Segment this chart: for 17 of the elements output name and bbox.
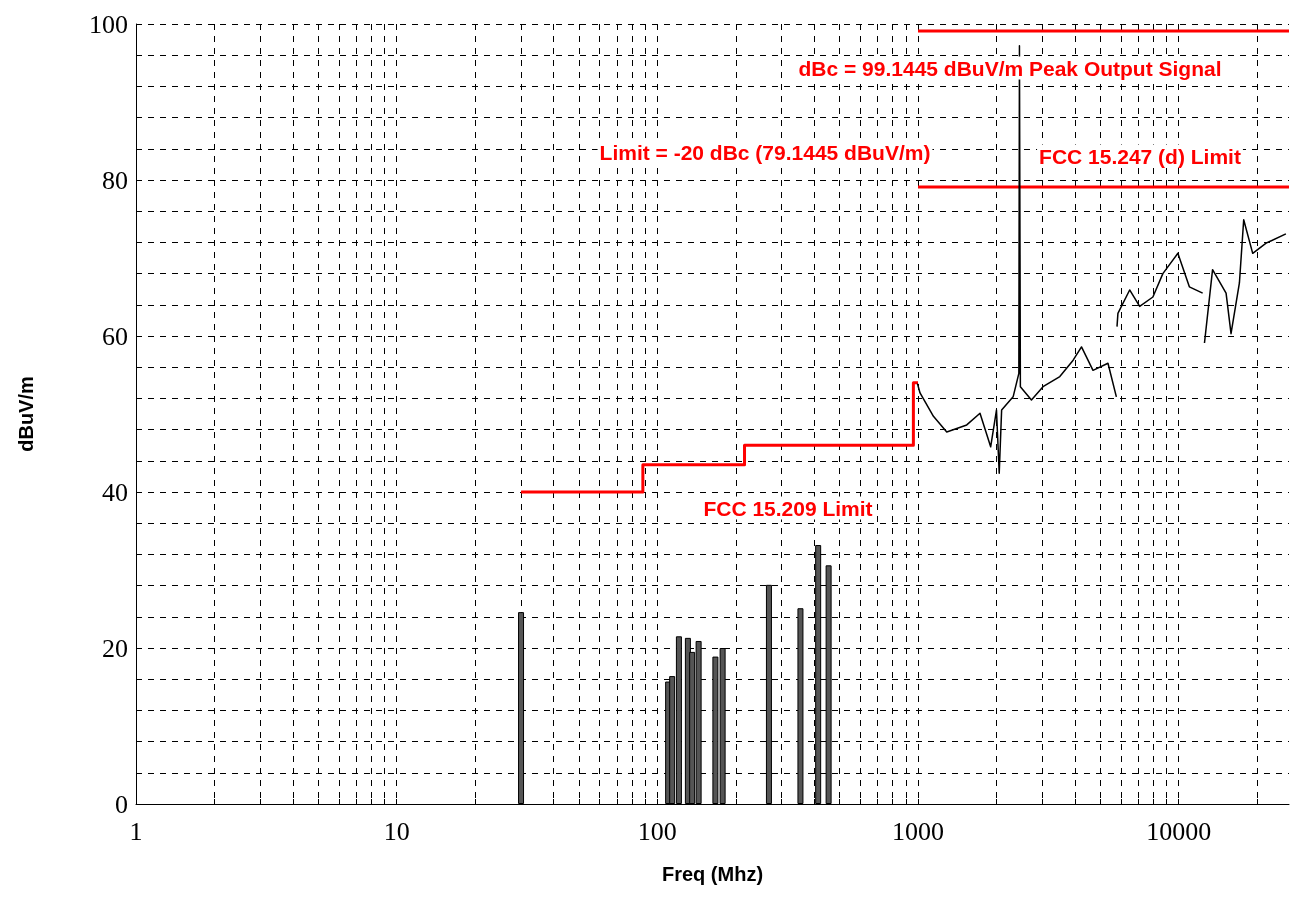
y-tick-label: 40 [102,477,128,507]
x-tick-label: 10 [383,816,410,846]
annotation: Limit = -20 dBc (79.1445 dBuV/m) [599,140,931,164]
y-axis-title: dBuV/m [15,376,37,452]
y-tick-label: 20 [102,633,128,663]
x-tick-label: 100 [637,816,677,846]
y-tick-label: 80 [102,165,128,195]
x-tick-label: 1000 [892,816,944,846]
y-tick-label: 0 [115,789,128,819]
annotation: FCC 15.247 (d) Limit [1039,144,1241,168]
annotation: FCC 15.209 Limit [703,496,873,520]
x-tick-label: 1 [129,816,143,846]
x-tick-label: 10000 [1146,816,1212,846]
y-tick-label: 100 [89,9,128,39]
y-tick-label: 60 [102,321,128,351]
x-axis-title: Freq (Mhz) [661,863,764,885]
annotation: dBc = 99.1445 dBuV/m Peak Output Signal [798,56,1222,80]
